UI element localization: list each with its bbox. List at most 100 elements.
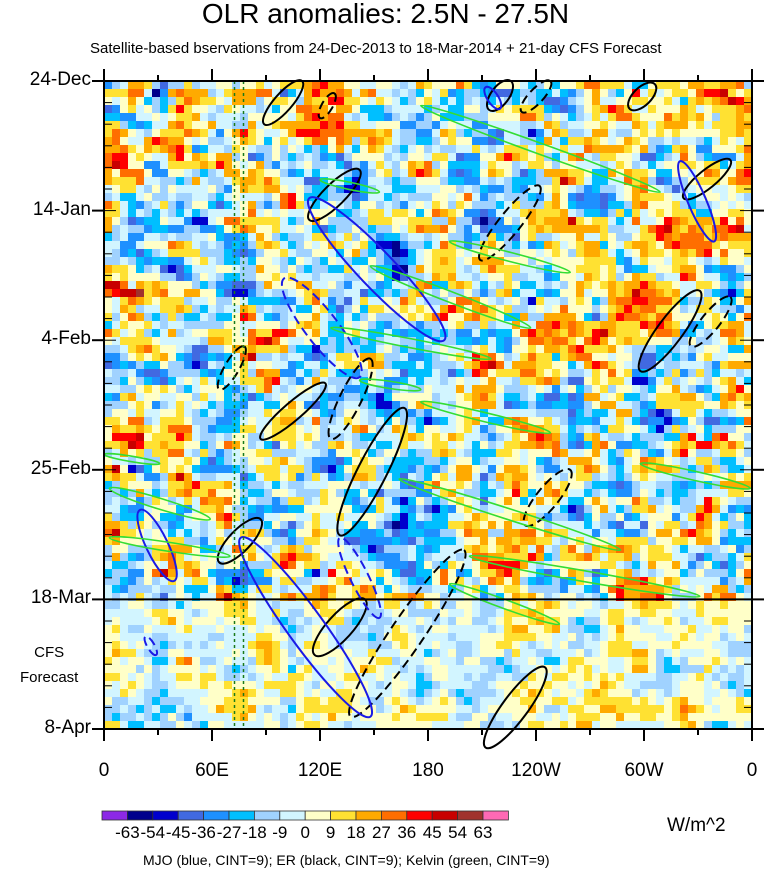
olr-cell xyxy=(216,537,224,545)
olr-cell xyxy=(600,81,608,89)
olr-cell xyxy=(696,393,704,401)
olr-cell xyxy=(352,513,360,521)
olr-cell xyxy=(536,241,544,249)
olr-cell xyxy=(448,297,456,305)
olr-cell xyxy=(736,449,744,457)
olr-cell xyxy=(448,321,456,329)
olr-cell xyxy=(360,265,368,273)
olr-cell xyxy=(472,385,480,393)
olr-cell xyxy=(168,449,176,457)
olr-cell xyxy=(136,433,144,441)
olr-cell xyxy=(344,129,352,137)
olr-cell xyxy=(184,297,192,305)
olr-cell xyxy=(128,217,136,225)
olr-cell xyxy=(560,505,568,513)
olr-cell xyxy=(120,345,128,353)
olr-cell xyxy=(520,385,528,393)
olr-cell xyxy=(216,105,224,113)
olr-cell xyxy=(144,337,152,345)
olr-cell xyxy=(256,129,264,137)
olr-cell xyxy=(472,225,480,233)
olr-cell xyxy=(400,113,408,121)
olr-cell xyxy=(584,161,592,169)
olr-cell xyxy=(336,153,344,161)
olr-cell xyxy=(176,401,184,409)
olr-cell xyxy=(552,305,560,313)
olr-cell xyxy=(400,105,408,113)
olr-cell xyxy=(544,193,552,201)
olr-cell xyxy=(736,521,744,529)
olr-cell xyxy=(248,249,256,257)
olr-cell xyxy=(688,281,696,289)
olr-cell xyxy=(408,569,416,577)
olr-cell xyxy=(456,105,464,113)
olr-cell xyxy=(664,513,672,521)
olr-cell xyxy=(552,209,560,217)
olr-cell xyxy=(584,321,592,329)
olr-cell xyxy=(648,305,656,313)
olr-cell xyxy=(400,449,408,457)
olr-cell xyxy=(544,217,552,225)
olr-cell xyxy=(440,321,448,329)
olr-cell xyxy=(560,209,568,217)
olr-cell xyxy=(176,561,184,569)
olr-cell xyxy=(728,289,736,297)
olr-cell xyxy=(144,369,152,377)
olr-cell xyxy=(184,353,192,361)
olr-cell xyxy=(640,161,648,169)
olr-cell xyxy=(328,321,336,329)
olr-cell xyxy=(664,561,672,569)
olr-cell xyxy=(328,409,336,417)
olr-cell xyxy=(568,273,576,281)
olr-cell xyxy=(616,161,624,169)
olr-cell xyxy=(312,241,320,249)
olr-cell xyxy=(248,281,256,289)
olr-cell xyxy=(520,137,528,145)
olr-cell xyxy=(680,185,688,193)
olr-cell xyxy=(520,449,528,457)
olr-cell xyxy=(576,241,584,249)
olr-cell xyxy=(696,377,704,385)
olr-cell xyxy=(376,89,384,97)
olr-cell xyxy=(488,153,496,161)
olr-cell xyxy=(264,361,272,369)
olr-cell xyxy=(432,473,440,481)
olr-cell xyxy=(616,209,624,217)
olr-cell xyxy=(344,177,352,185)
olr-cell xyxy=(640,473,648,481)
olr-cell xyxy=(432,297,440,305)
olr-cell xyxy=(664,97,672,105)
olr-cell xyxy=(176,353,184,361)
olr-cell xyxy=(584,265,592,273)
olr-cell xyxy=(320,409,328,417)
olr-cell xyxy=(112,305,120,313)
olr-cell xyxy=(200,505,208,513)
olr-cell xyxy=(136,257,144,265)
olr-cell xyxy=(592,193,600,201)
olr-cell xyxy=(224,169,232,177)
olr-cell xyxy=(224,369,232,377)
olr-cell xyxy=(672,513,680,521)
olr-cell xyxy=(696,385,704,393)
olr-cell xyxy=(568,329,576,337)
olr-cell xyxy=(632,273,640,281)
olr-cell xyxy=(248,129,256,137)
olr-cell xyxy=(432,145,440,153)
olr-cell xyxy=(736,89,744,97)
olr-cell xyxy=(632,449,640,457)
olr-cell xyxy=(408,217,416,225)
olr-cell xyxy=(608,369,616,377)
olr-cell xyxy=(720,145,728,153)
olr-cell xyxy=(616,425,624,433)
olr-cell xyxy=(632,425,640,433)
olr-cell xyxy=(728,465,736,473)
olr-cell xyxy=(256,233,264,241)
olr-cell xyxy=(328,513,336,521)
olr-cell xyxy=(592,337,600,345)
olr-cell xyxy=(136,385,144,393)
olr-cell xyxy=(176,241,184,249)
olr-cell xyxy=(744,241,752,249)
olr-cell xyxy=(440,441,448,449)
olr-cell xyxy=(312,513,320,521)
olr-cell xyxy=(744,169,752,177)
